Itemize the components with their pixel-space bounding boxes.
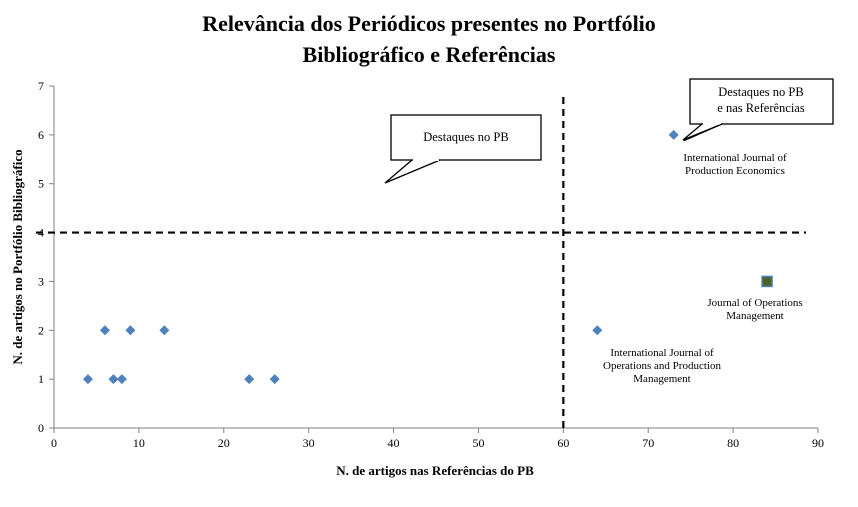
x-tick-label: 70	[642, 436, 654, 450]
y-axis-label: N. de artigos no Portfólio Bibliográfico	[10, 149, 25, 364]
x-tick-label: 40	[388, 436, 400, 450]
point-annotation: International Journal ofProduction Econo…	[683, 152, 787, 177]
x-tick-label: 30	[303, 436, 315, 450]
point-annotation-line: International Journal of	[683, 152, 787, 164]
data-point-diamond	[592, 325, 602, 335]
callout-pointer	[385, 160, 440, 183]
y-tick-label: 6	[38, 128, 44, 142]
data-point-diamond	[125, 325, 135, 335]
x-tick-label: 60	[557, 436, 569, 450]
data-point-diamond	[100, 325, 110, 335]
point-annotation: Journal of OperationsManagement	[707, 297, 802, 322]
x-tick-label: 0	[51, 436, 57, 450]
point-annotation-line: Journal of Operations	[707, 297, 802, 309]
x-tick-label: 10	[133, 436, 145, 450]
x-tick-label: 20	[218, 436, 230, 450]
callout-text-line: e nas Referências	[717, 101, 805, 115]
callout-text-line: Destaques no PB	[718, 85, 803, 99]
chart-title-line-1: Relevância dos Periódicos presentes no P…	[202, 11, 656, 36]
data-point-diamond	[244, 374, 254, 384]
data-point-diamond	[159, 325, 169, 335]
y-tick-label: 3	[38, 274, 44, 288]
y-tick-label: 0	[38, 421, 44, 435]
x-tick-label: 90	[812, 436, 824, 450]
y-tick-label: 2	[38, 323, 44, 337]
x-tick-label: 80	[727, 436, 739, 450]
data-point-diamond	[669, 130, 679, 140]
x-tick-label: 50	[472, 436, 484, 450]
point-annotation-line: Operations and Production	[603, 360, 721, 372]
y-tick-label: 7	[38, 79, 44, 93]
y-tick-label: 5	[38, 177, 44, 191]
plot-area: 010203040506070809001234567Journal of Op…	[36, 79, 833, 450]
point-annotation-line: Management	[726, 310, 783, 322]
point-annotation: International Journal ofOperations and P…	[603, 347, 721, 385]
data-point-diamond	[270, 374, 280, 384]
data-point-square	[762, 276, 772, 286]
point-annotation-line: International Journal of	[610, 347, 714, 359]
data-point-diamond	[83, 374, 93, 384]
x-axis-label: N. de artigos nas Referências do PB	[336, 463, 534, 478]
callout-text-line: Destaques no PB	[423, 130, 508, 144]
point-annotation-line: Management	[633, 373, 690, 385]
point-annotation-line: Production Economics	[685, 165, 785, 177]
callout-text: Destaques no PB	[423, 130, 508, 144]
y-tick-label: 1	[38, 372, 44, 386]
chart-title-line-2: Bibliográfico e Referências	[303, 42, 556, 67]
data-point-diamond	[117, 374, 127, 384]
